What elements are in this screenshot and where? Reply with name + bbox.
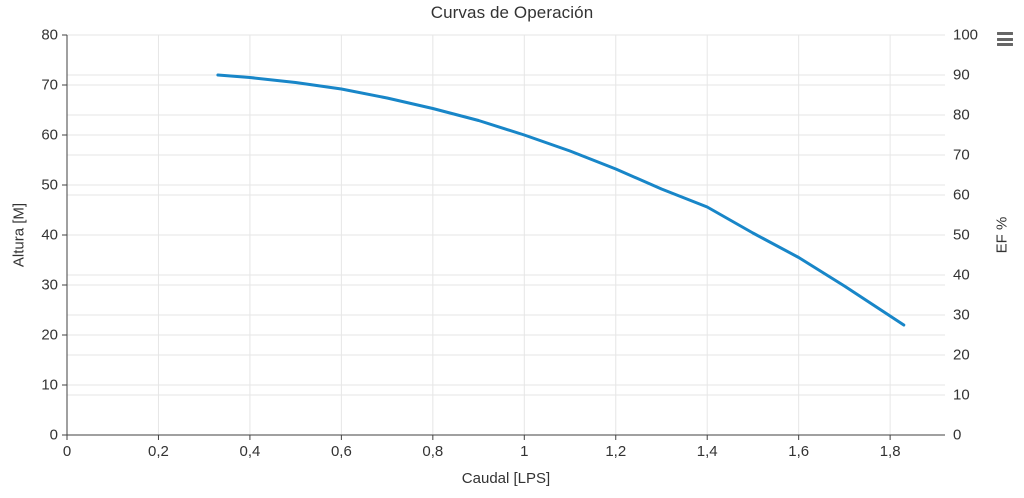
y-right-tick-label: 40 <box>953 266 970 284</box>
y-right-tick-label: 30 <box>953 306 970 324</box>
y-left-tick-label: 60 <box>41 126 58 144</box>
x-tick-label: 0,2 <box>148 443 169 460</box>
x-tick-label: 0,4 <box>239 443 261 460</box>
x-tick-label: 0,8 <box>422 443 444 460</box>
y-right-tick-label: 80 <box>953 106 970 124</box>
y-left-tick-label: 80 <box>41 26 58 44</box>
y-right-tick-label: 20 <box>953 346 970 364</box>
chart-title: Curvas de Operación <box>430 3 594 22</box>
x-tick-label: 1 <box>520 443 529 460</box>
y-right-tick-label: 50 <box>953 226 970 244</box>
y-right-tick-label: 10 <box>953 386 970 404</box>
y-left-tick-label: 0 <box>49 426 58 444</box>
x-tick-label: 1,8 <box>879 443 901 460</box>
hamburger-menu-icon <box>996 32 1014 46</box>
y-right-tick-label: 90 <box>953 66 970 84</box>
x-axis-title: Caudal [LPS] <box>461 470 551 487</box>
y-right-tick-label: 100 <box>953 26 979 44</box>
y-right-tick-label: 0 <box>953 426 962 444</box>
y-right-tick-label: 60 <box>953 186 970 204</box>
x-tick-label: 0,6 <box>330 443 352 460</box>
x-tick-label: 0 <box>62 443 72 460</box>
chart-context-menu-button[interactable] <box>992 27 1018 51</box>
series-line-altura <box>216 73 906 327</box>
x-tick-label: 1,2 <box>605 443 627 460</box>
y-right-tick-label: 70 <box>953 146 970 164</box>
y-left-tick-label: 10 <box>41 376 58 394</box>
y-left-tick-label: 70 <box>41 76 58 94</box>
x-tick-label: 1,6 <box>788 443 810 460</box>
y-left-tick-label: 50 <box>41 176 58 194</box>
x-tick-label: 1,4 <box>696 443 718 460</box>
y-left-tick-label: 40 <box>41 226 58 244</box>
y-left-tick-label: 20 <box>41 326 58 344</box>
y-left-tick-label: 30 <box>41 276 58 294</box>
